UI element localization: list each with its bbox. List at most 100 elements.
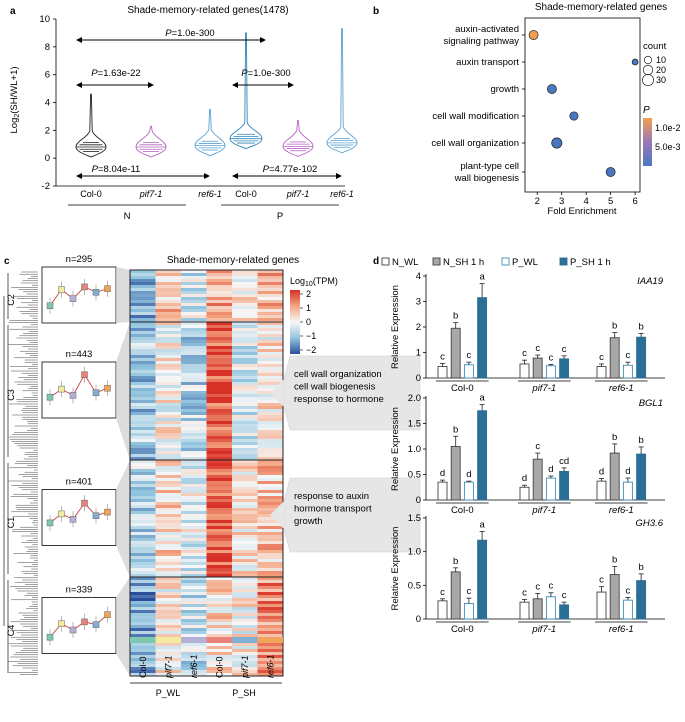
heat-cell [156,358,182,361]
bar [560,359,569,378]
cluster-profile-box [42,267,116,323]
heat-cell [181,547,207,550]
profile-box [82,619,88,625]
heat-cell [156,493,182,496]
heat-cell [232,294,258,297]
heat-cell [258,553,284,556]
bar [610,338,619,378]
heat-cell [156,601,182,604]
heat-cell [156,451,182,454]
y-tick-label: 1 [416,348,421,359]
heat-cell [156,312,182,315]
heat-cell [156,562,182,565]
legend-swatch [382,258,389,265]
heat-cell [130,397,156,400]
p-arrow-head [260,37,266,43]
count-legend-circle [643,65,653,75]
heat-cell [258,604,284,607]
heat-cell [130,318,156,321]
heat-cell [232,418,258,421]
heat-cell [258,318,284,321]
heat-cell [207,325,233,328]
heat-cell [207,385,233,388]
heat-cell [258,325,284,328]
column-color [258,637,284,643]
heat-cell [232,318,258,321]
heat-cell [207,370,233,373]
heat-cell [181,499,207,502]
profile-box [47,634,53,640]
panel-b-title: Shade-memory-related genes [535,2,667,13]
legend-count: 102030 [642,55,666,86]
heat-cell [130,276,156,279]
heat-cell [207,523,233,526]
heat-cell [258,526,284,529]
x-tick-label: 2 [535,196,540,207]
heat-cell [156,343,182,346]
heat-cell [181,276,207,279]
legend-p-tick-2: 5.0e-3 [655,142,681,152]
heat-cell [207,478,233,481]
heat-cell [181,391,207,394]
heat-cell [232,297,258,300]
heat-cell [232,406,258,409]
heat-cell [156,544,182,547]
y-tick-label: 0 [416,373,421,384]
heat-cell [232,490,258,493]
heat-cell [181,505,207,508]
bar [533,358,542,378]
column-label: pif7-1 [240,655,250,679]
profile-box [82,500,88,506]
heat-cell [181,616,207,619]
heat-cell [156,367,182,370]
heat-cell [181,529,207,532]
heat-cell [181,535,207,538]
heat-cell [181,285,207,288]
heat-cell [156,508,182,511]
heat-cell [232,601,258,604]
heat-cell [130,430,156,433]
heat-cell [130,370,156,373]
heat-cell [156,517,182,520]
panel-d-legend: N_WL N_SH 1 h P_WL P_SH 1 h [382,257,611,268]
heat-cell [207,622,233,625]
heat-cell [130,652,156,655]
heat-cell [232,376,258,379]
heat-cell [207,285,233,288]
heat-cell [156,385,182,388]
colorbar-tick-label: 0 [306,317,311,327]
heat-cell [130,490,156,493]
heat-cell [207,276,233,279]
heat-cell [130,520,156,523]
heat-cell [258,312,284,315]
heat-cell [156,379,182,382]
heat-cell [232,562,258,565]
heat-cell [130,556,156,559]
heat-cell [258,379,284,382]
heat-cell [207,610,233,613]
colorbar-tick-label: −2 [306,345,316,355]
heat-cell [156,421,182,424]
heat-cell [130,529,156,532]
heat-cell [232,454,258,457]
heat-cell [130,568,156,571]
y-axis-label: Relative Expression [390,407,401,491]
heat-cell [232,538,258,541]
heat-cell [156,499,182,502]
heat-cell [232,496,258,499]
heat-cell [130,303,156,306]
heat-cell [181,331,207,334]
y-tick-label: -2 [42,181,50,192]
significance-letter: c [599,575,604,586]
group-p-sh: P_SH [232,688,256,698]
heat-cell [232,436,258,439]
heat-cell [181,568,207,571]
heat-cell [181,309,207,312]
heat-cell [232,631,258,634]
heat-cell [232,607,258,610]
heat-cell [130,595,156,598]
heat-cell [181,601,207,604]
callout-text: cell wall biogenesis [294,382,376,393]
heat-cell [156,592,182,595]
heat-cell [258,285,284,288]
